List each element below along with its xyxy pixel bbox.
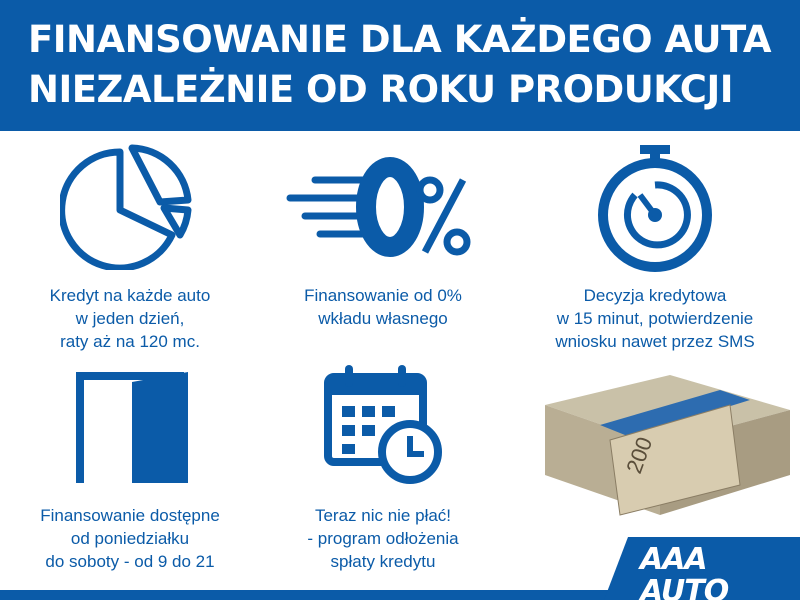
caption-line: - program odłożenia (307, 529, 459, 548)
caption-line: Finansowanie od 0% (304, 286, 462, 305)
stopwatch-icon (598, 145, 712, 272)
feature-caption-credit: Kredyt na każde auto w jeden dzień, raty a… (0, 284, 270, 353)
aaa-auto-logo: AAA AUTO (640, 544, 800, 611)
feature-caption-zero-deposit: Finansowanie od 0% wkładu własnego (243, 284, 523, 330)
caption-line: do soboty - od 9 do 21 (45, 552, 215, 571)
headline-line1: FINANSOWANIE DLA KAŻDEGO AUTA (28, 18, 772, 61)
caption-line: Kredyt na każde auto (49, 286, 211, 305)
banknote-stack-icon: 200 (545, 375, 790, 516)
caption-line: Finansowanie dostępne (40, 506, 220, 525)
calendar-clock-icon (324, 365, 442, 484)
bottom-strip (0, 590, 800, 600)
open-door-icon (76, 372, 188, 483)
feature-caption-hours: Finansowanie dostępne od poniedziałku do s… (0, 504, 270, 573)
caption-line: wkładu własnego (318, 309, 448, 328)
caption-line: w jeden dzień, (75, 309, 185, 328)
zero-percent-icon (286, 157, 471, 257)
caption-line: raty aż na 120 mc. (60, 332, 200, 351)
caption-line: wniosku nawet przez SMS (555, 332, 755, 351)
feature-caption-deferral: Teraz nic nie płać! - program odłożenia sp… (243, 504, 523, 573)
feature-caption-decision: Decyzja kredytowa w 15 minut, potwierdzen… (515, 284, 795, 353)
caption-line: Teraz nic nie płać! (314, 506, 452, 525)
caption-line: spłaty kredytu (330, 552, 436, 571)
headline-line2: NIEZALEŻNIE OD ROKU PRODUKCJI (28, 68, 734, 111)
caption-line: w 15 minut, potwierdzenie (556, 309, 754, 328)
logo-background (604, 537, 800, 600)
header-banner: FINANSOWANIE DLA KAŻDEGO AUTA NIEZALEŻNI… (0, 0, 800, 131)
caption-line: Decyzja kredytowa (583, 286, 727, 305)
pie-chart-icon (60, 144, 192, 270)
caption-line: od poniedziałku (70, 529, 190, 548)
